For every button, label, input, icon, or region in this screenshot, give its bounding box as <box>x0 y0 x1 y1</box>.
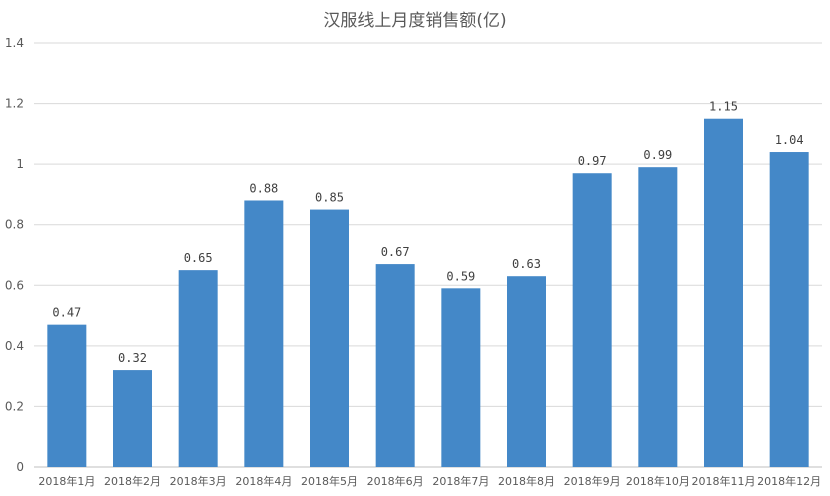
x-tick-label: 2018年3月 <box>170 474 227 488</box>
y-tick-label: 1 <box>16 157 24 171</box>
bars <box>47 118 809 468</box>
y-tick-label: 0 <box>16 460 24 474</box>
data-label: 0.59 <box>446 269 475 283</box>
x-tick-label: 2018年2月 <box>104 474 161 488</box>
bar <box>704 118 743 467</box>
data-label: 0.99 <box>643 148 672 162</box>
bar <box>572 173 612 467</box>
x-tick-label: 2018年11月 <box>692 474 756 488</box>
x-tick-label: 2018年10月 <box>626 474 690 488</box>
y-tick-label: 0.4 <box>5 339 24 353</box>
x-tick-label: 2018年12月 <box>757 474 821 488</box>
y-tick-label: 0.8 <box>5 218 24 232</box>
data-label: 0.65 <box>184 251 213 265</box>
data-label: 1.15 <box>709 100 738 114</box>
x-tick-label: 2018年9月 <box>564 474 621 488</box>
bar <box>638 167 678 467</box>
x-tick-label: 2018年4月 <box>235 474 292 488</box>
x-tick-label: 2018年8月 <box>498 474 555 488</box>
gridlines <box>34 42 822 468</box>
x-tick-label: 2018年7月 <box>432 474 489 488</box>
data-label: 0.88 <box>249 181 278 195</box>
x-axis-ticks: 2018年1月 2018年2月 2018年3月 2018年4月 2018年5月 2018年… <box>38 474 821 488</box>
y-tick-label: 0.2 <box>5 399 24 413</box>
x-tick-label: 2018年6月 <box>367 474 424 488</box>
data-label: 0.85 <box>315 191 344 205</box>
y-tick-label: 1.2 <box>5 97 24 111</box>
bar <box>47 324 87 467</box>
bar <box>113 370 152 467</box>
bar <box>375 264 415 467</box>
bar <box>244 200 284 467</box>
y-tick-label: 0.6 <box>5 278 24 292</box>
bar <box>178 270 218 467</box>
bar <box>507 276 546 467</box>
data-label: 1.04 <box>775 133 804 147</box>
data-label: 0.47 <box>52 306 81 320</box>
bar <box>769 152 809 467</box>
bar <box>441 288 481 467</box>
x-tick-label: 2018年5月 <box>301 474 358 488</box>
y-tick-label: 1.4 <box>5 36 24 50</box>
y-axis-ticks: 0 0.2 0.4 0.6 0.8 1 1.2 1.4 <box>5 36 24 474</box>
bar <box>310 209 349 468</box>
x-tick-label: 2018年1月 <box>38 474 95 488</box>
data-label: 0.97 <box>578 154 607 168</box>
data-label: 0.67 <box>381 245 410 259</box>
data-label: 0.32 <box>118 351 147 365</box>
data-label: 0.63 <box>512 257 541 271</box>
chart-title: 汉服线上月度销售额(亿) <box>323 11 507 31</box>
data-labels: 0.47 0.32 0.65 0.88 0.85 0.67 0.59 0.63 0.97 0.99… <box>52 100 803 365</box>
